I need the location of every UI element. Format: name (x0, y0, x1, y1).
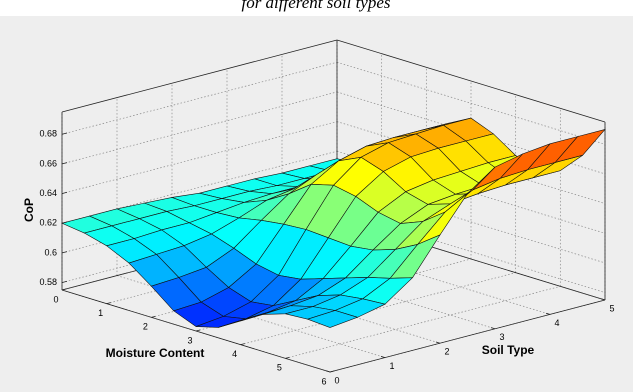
y-axis-label: Soil Type (482, 343, 535, 357)
tick-mark (151, 315, 156, 318)
x-axis-label: Moisture Content (106, 346, 205, 360)
y-tick-label: 4 (554, 318, 559, 328)
z-tick-label: 0.6 (44, 247, 57, 257)
z-tick-label: 0.64 (39, 188, 57, 198)
tick-mark (61, 132, 68, 135)
tick-mark (329, 370, 335, 373)
tick-mark (490, 327, 496, 330)
tick-mark (285, 356, 290, 359)
tick-mark (61, 162, 68, 165)
surface-cell (306, 310, 359, 328)
z-axis-label: CoP (22, 198, 36, 222)
z-tick-label: 0.66 (39, 158, 57, 168)
z-tick-label: 0.68 (39, 129, 57, 139)
x-tick-label: 4 (232, 349, 237, 359)
x-tick-label: 0 (53, 294, 58, 304)
axis-box-edge (336, 39, 606, 123)
tick-mark (325, 370, 331, 373)
y-tick-label: 0 (334, 375, 339, 385)
x-tick-label: 2 (143, 322, 148, 332)
chart-title: for different soil types (241, 0, 390, 12)
x-tick-label: 5 (277, 363, 282, 373)
tick-mark (61, 221, 68, 224)
y-tick-label: 3 (499, 332, 504, 342)
tick-mark (380, 356, 386, 358)
tick-mark (600, 298, 606, 301)
axis-line (329, 299, 606, 373)
tick-mark (61, 280, 68, 283)
tick-mark (545, 312, 551, 315)
tick-mark (61, 288, 67, 291)
y-tick-label: 1 (389, 361, 394, 371)
tick-mark (61, 191, 68, 194)
tick-mark (240, 343, 245, 346)
y-tick-label: 2 (444, 347, 449, 357)
tick-mark (61, 251, 68, 254)
z-tick-label: 0.62 (39, 218, 57, 228)
axis-box-edge (61, 39, 338, 113)
tick-mark (106, 302, 111, 305)
z-tick-label: 0.58 (39, 277, 57, 287)
grid-line (336, 61, 606, 145)
x-tick-label: 6 (321, 376, 326, 386)
x-tick-label: 3 (187, 335, 192, 345)
tick-mark (195, 329, 201, 332)
x-tick-label: 1 (98, 308, 103, 318)
tick-mark (435, 341, 441, 344)
y-tick-label: 5 (609, 303, 614, 313)
